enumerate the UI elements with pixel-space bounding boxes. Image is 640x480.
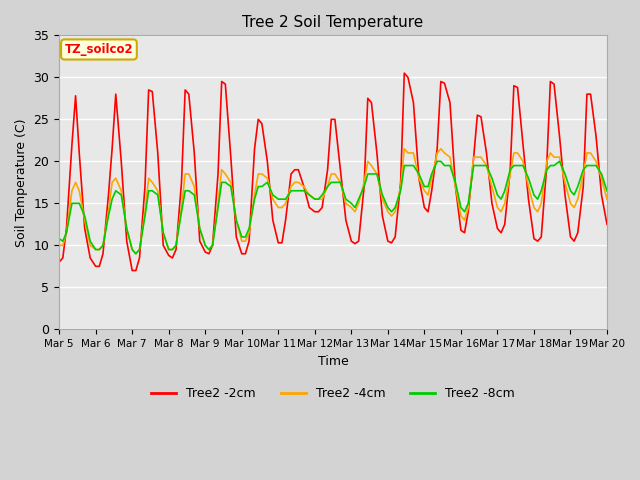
Y-axis label: Soil Temperature (C): Soil Temperature (C) (15, 118, 28, 247)
Title: Tree 2 Soil Temperature: Tree 2 Soil Temperature (243, 15, 424, 30)
Legend: Tree2 -2cm, Tree2 -4cm, Tree2 -8cm: Tree2 -2cm, Tree2 -4cm, Tree2 -8cm (146, 383, 520, 406)
X-axis label: Time: Time (317, 355, 348, 368)
Text: TZ_soilco2: TZ_soilco2 (65, 43, 133, 56)
